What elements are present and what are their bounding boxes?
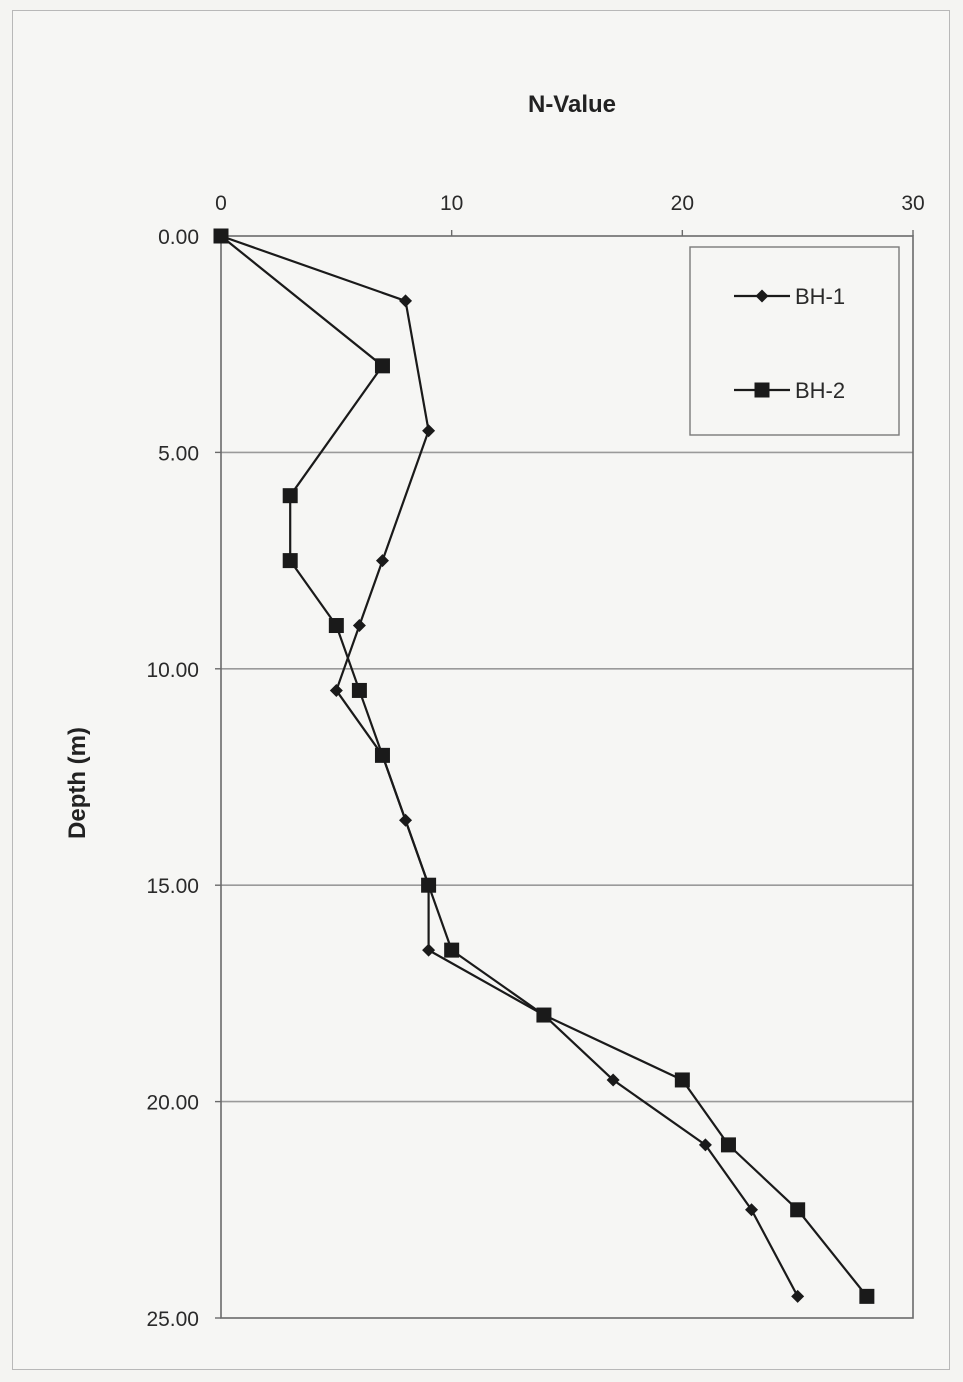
y-tick-label-3: 15.00 <box>146 875 199 898</box>
data-point-bh-1-4 <box>352 619 366 633</box>
grid-layer <box>221 451 913 1103</box>
series-layer <box>213 228 875 1304</box>
data-point-bh-2-3 <box>282 553 298 569</box>
x-tick-label-2: 20 <box>671 192 694 215</box>
y-tick-label-1: 5.00 <box>158 442 199 465</box>
legend-marker-bh-1 <box>755 289 769 303</box>
legend-marker-bh-2 <box>754 382 770 398</box>
axes-layer: 0 10 20 30 0.00 5.00 10.00 15.00 20.00 25.00 <box>146 192 924 1331</box>
series-line-bh-2 <box>220 235 868 1298</box>
data-point-bh-1-3 <box>375 554 389 568</box>
data-point-bh-2-12 <box>790 1202 806 1218</box>
legend-label-bh-2: BH-2 <box>795 378 845 403</box>
y-tick-label-2: 10.00 <box>146 659 199 682</box>
data-point-bh-1-13 <box>745 1203 759 1217</box>
data-point-bh-2-0 <box>213 228 229 244</box>
data-point-bh-2-10 <box>674 1072 690 1088</box>
chart-title: N-Value <box>528 91 616 118</box>
plot-area-border <box>220 235 914 1319</box>
data-point-bh-2-4 <box>328 618 344 634</box>
x-tick-label-0: 0 <box>215 192 227 215</box>
data-point-bh-1-2 <box>422 424 436 438</box>
x-tick-label-3: 30 <box>901 192 924 215</box>
data-point-bh-1-1 <box>399 294 413 308</box>
data-point-bh-2-1 <box>374 358 390 374</box>
series-line-bh-1 <box>220 234 799 1297</box>
data-point-bh-1-9 <box>422 943 436 957</box>
y-tick-label-0: 0.00 <box>158 226 199 249</box>
y-tick-label-5: 25.00 <box>146 1308 199 1331</box>
data-point-bh-2-9 <box>536 1007 552 1023</box>
data-point-bh-2-13 <box>859 1288 875 1304</box>
data-point-bh-1-14 <box>791 1289 805 1303</box>
y-tick-label-4: 20.00 <box>146 1092 199 1115</box>
data-point-bh-2-2 <box>282 488 298 504</box>
legend-label-bh-1: BH-1 <box>795 284 845 309</box>
data-point-bh-2-8 <box>444 942 460 958</box>
data-point-bh-1-5 <box>329 683 343 697</box>
data-point-bh-1-12 <box>698 1138 712 1152</box>
data-point-bh-2-11 <box>720 1137 736 1153</box>
data-point-bh-2-5 <box>351 682 367 698</box>
legend: BH-1 BH-2 <box>689 246 900 436</box>
y-axis-title: Depth (m) <box>64 727 91 839</box>
data-point-bh-1-11 <box>606 1073 620 1087</box>
data-point-bh-2-7 <box>421 877 437 893</box>
data-point-bh-2-6 <box>374 747 390 763</box>
x-tick-label-1: 10 <box>440 192 463 215</box>
legend-box <box>689 246 900 436</box>
